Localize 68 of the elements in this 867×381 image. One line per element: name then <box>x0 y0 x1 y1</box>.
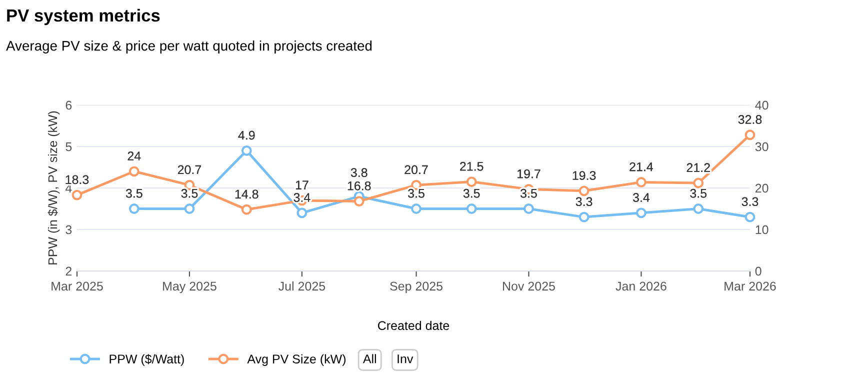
data-label: 24 <box>128 152 141 160</box>
data-label: 21.2 <box>686 163 710 172</box>
point <box>693 178 704 188</box>
point <box>296 208 308 218</box>
text: Inv <box>398 354 414 364</box>
point <box>241 145 252 156</box>
y-tick-label: 2 <box>66 266 72 276</box>
data-label: 3.3 <box>576 197 592 206</box>
point <box>72 190 82 200</box>
data-label: 3.8 <box>350 168 368 177</box>
y-axis-title: PPW (in $/W), PV size (kW) <box>48 111 60 264</box>
data-label: 20.7 <box>404 165 428 174</box>
data-label: 4.9 <box>238 130 255 140</box>
point <box>578 212 590 222</box>
y2-tick-label: 10 <box>756 225 768 234</box>
point <box>744 130 756 140</box>
x-tick-label: Mar 2026 <box>724 282 776 291</box>
legend-label: Avg PV Size (kW) <box>247 354 346 366</box>
x-tick-label: Nov 2025 <box>503 282 555 291</box>
data-label: 21.5 <box>460 162 484 171</box>
chart-subtitle: Average PV size & price per watt quoted in projects created <box>6 40 372 54</box>
x-tick-label: Jan 2026 <box>616 282 666 291</box>
data-label: 3.5 <box>408 188 424 198</box>
point <box>411 204 422 214</box>
point <box>128 204 140 214</box>
data-label: 21.4 <box>630 162 654 172</box>
y-tick-label: 3 <box>66 225 72 234</box>
data-label: 32.8 <box>738 115 762 124</box>
point <box>128 166 140 177</box>
point <box>744 212 756 222</box>
y2-tick-label: 40 <box>755 100 768 110</box>
y2-tick-label: 30 <box>755 142 768 152</box>
point <box>241 204 252 215</box>
data-label: 3.5 <box>463 188 480 198</box>
point <box>466 204 477 214</box>
text: All <box>362 354 376 364</box>
data-label: 16.8 <box>348 181 371 190</box>
data-label: 20.7 <box>178 165 202 174</box>
point <box>636 176 646 188</box>
point <box>354 196 364 206</box>
y2-tick-label: 20 <box>755 184 768 193</box>
data-label: 14.8 <box>235 190 258 199</box>
point <box>466 176 477 187</box>
chart-title: PV system metrics <box>7 8 160 26</box>
data-label: 3.3 <box>742 197 758 206</box>
data-label: 3.5 <box>520 188 537 198</box>
data-label: 3.5 <box>690 188 707 198</box>
data-label: 19.7 <box>518 169 540 178</box>
x-tick-label: Sep 2025 <box>390 282 443 294</box>
point <box>184 204 195 214</box>
x-tick-label: May 2025 <box>163 282 216 294</box>
point <box>578 186 590 196</box>
point <box>636 208 646 218</box>
data-label: 3.4 <box>633 193 650 202</box>
point <box>524 204 534 214</box>
point <box>693 204 704 214</box>
data-label: 17 <box>296 180 308 190</box>
x-tick-label: Jul 2025 <box>278 281 326 291</box>
x-axis-title: Created date <box>378 320 450 330</box>
y-tick-label: 5 <box>66 142 72 152</box>
y-tick-label: 6 <box>66 100 72 110</box>
x-tick-label: Mar 2025 <box>52 282 103 291</box>
data-label: 18.3 <box>66 175 89 184</box>
data-label: 3.5 <box>126 188 142 198</box>
y2-tick-label: 0 <box>755 266 762 276</box>
legend-label: PPW ($/Watt) <box>110 354 184 366</box>
data-label: 3.5 <box>181 188 198 198</box>
data-label: 19.3 <box>572 171 596 180</box>
